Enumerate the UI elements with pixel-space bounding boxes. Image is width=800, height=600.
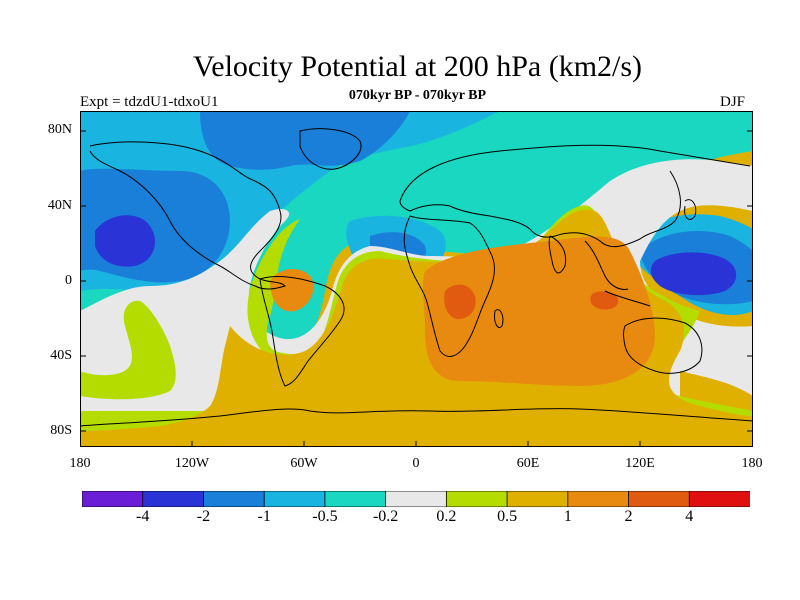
- coast-eurasia: [399, 144, 751, 248]
- lat-ticks: [80, 130, 753, 432]
- lon-label-0: 0: [412, 456, 420, 471]
- colorbar-tick-label: 0.2: [436, 508, 457, 525]
- colorbar-tick-label: -4: [136, 508, 150, 525]
- colorbar-swatch: [445, 491, 508, 507]
- contour-darkblue-west-pacific: [650, 252, 737, 296]
- colorbar-tick-label: -0.2: [372, 508, 399, 525]
- lon-label-120e: 120E: [625, 456, 655, 471]
- colorbar-swatch: [567, 491, 630, 507]
- colorbar-tick-label: -0.5: [312, 508, 338, 525]
- coast-japan: [684, 199, 697, 220]
- coast-madagascar: [494, 309, 504, 328]
- lon-label-60e: 60E: [516, 456, 540, 471]
- experiment-label: Expt = tdzdU1-tdxoU1: [80, 94, 219, 110]
- contour-strongorange-indian: [422, 236, 655, 386]
- lat-label-80n: 80N: [47, 122, 72, 137]
- lat-label-40s: 40S: [50, 348, 72, 363]
- lon-ticks: [191, 441, 641, 447]
- coast-greenland: [299, 128, 362, 170]
- plot-subtitle: 070kyr BP - 070kyr BP: [348, 88, 487, 103]
- colorbar-swatch: [263, 491, 326, 507]
- colorbar-tick-label: -1: [257, 508, 271, 525]
- coast-antarctica: [80, 408, 753, 427]
- coast-south-america: [259, 276, 345, 387]
- colorbar-swatch: [688, 491, 750, 507]
- lon-label-60w: 60W: [290, 456, 318, 471]
- plot-title: Velocity Potential at 200 hPa (km2/s): [192, 50, 643, 83]
- coastlines: [80, 128, 753, 427]
- season-label: DJF: [720, 94, 746, 110]
- colorbar-tick-label: 4: [685, 508, 694, 525]
- colorbar-tick-label: 1: [563, 508, 572, 525]
- colorbar-swatch: [506, 491, 569, 507]
- colorbar-swatch: [628, 491, 691, 507]
- lon-label-120w: 120W: [174, 456, 210, 471]
- colorbar-swatch: [82, 491, 144, 507]
- contour-red-africa: [444, 284, 476, 319]
- coast-north-america: [89, 141, 286, 290]
- contour-darkblue-east-pacific: [95, 215, 155, 267]
- colorbar-swatch: [324, 491, 387, 507]
- colorbar-swatch: [203, 491, 266, 507]
- coast-australia: [623, 317, 703, 374]
- lat-label-40n: 40N: [47, 198, 72, 213]
- colorbar: [82, 491, 750, 507]
- coast-southeast-asia: [584, 240, 651, 307]
- lon-label-180e: 180: [741, 456, 763, 471]
- velocity-potential-map: [80, 111, 753, 447]
- colorbar-swatch: [142, 491, 205, 507]
- colorbar-tick-label: -2: [196, 508, 211, 525]
- lat-label-80s: 80S: [50, 423, 72, 438]
- colorbar-swatch: [385, 491, 448, 507]
- coast-africa: [403, 215, 495, 357]
- colorbar-tick-label: 2: [624, 508, 633, 525]
- lat-label-0: 0: [65, 273, 72, 288]
- coast-india: [548, 235, 567, 274]
- lon-label-180w: 180: [69, 456, 91, 471]
- contour-red-indonesia: [590, 291, 619, 310]
- colorbar-tick-label: 0.5: [497, 508, 518, 525]
